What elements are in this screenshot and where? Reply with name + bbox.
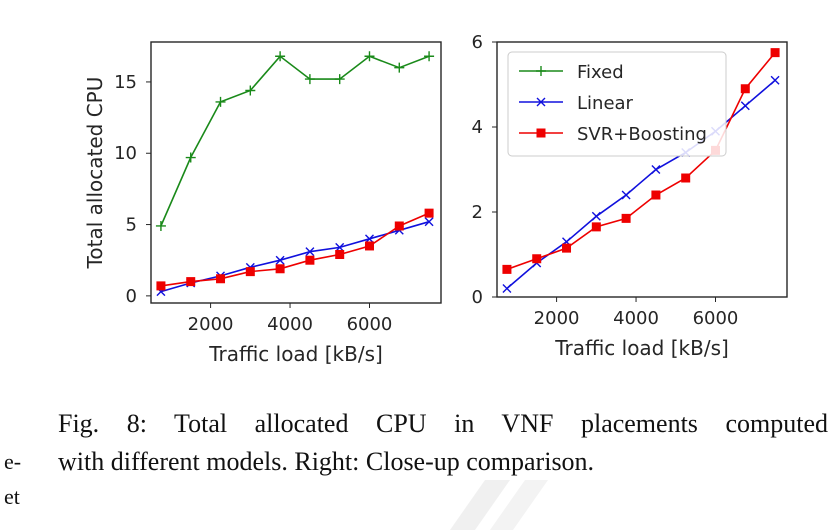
y-tick-label: 2 bbox=[472, 202, 483, 223]
data-point-svr-boosting bbox=[424, 208, 434, 218]
data-point-linear bbox=[740, 101, 750, 111]
legend-label: Fixed bbox=[577, 62, 624, 83]
data-point-svr-boosting bbox=[394, 221, 404, 231]
data-point-linear bbox=[621, 190, 631, 200]
x-tick-label: 4000 bbox=[267, 314, 313, 335]
chart-1: 2000 4000 6000 0 5 10 15 Traffic load [kB/s] Tot… bbox=[83, 41, 442, 366]
y-tick-label: 5 bbox=[126, 215, 137, 236]
x-axis-label: Traffic load [kB/s] bbox=[208, 342, 383, 366]
data-point-svr-boosting bbox=[335, 250, 345, 260]
series-group bbox=[155, 51, 435, 297]
series-line-fixed bbox=[160, 55, 430, 227]
figure-caption: Fig. 8: Total allocated CPU in VNF place… bbox=[58, 405, 828, 481]
data-point-fixed bbox=[155, 220, 166, 231]
data-point-svr-boosting bbox=[562, 243, 572, 253]
data-point-fixed bbox=[394, 62, 405, 73]
data-point-svr-boosting bbox=[621, 213, 631, 223]
x-tick-label: 2000 bbox=[188, 314, 234, 335]
data-point-fixed bbox=[185, 152, 196, 163]
data-point-linear bbox=[424, 217, 434, 227]
data-point-linear bbox=[591, 211, 601, 221]
caption-line-2: with different models. Right: Close-up c… bbox=[58, 447, 595, 476]
data-point-svr-boosting bbox=[532, 254, 542, 264]
data-point-fixed bbox=[424, 51, 435, 62]
legend-marker bbox=[536, 66, 546, 76]
data-point-svr-boosting bbox=[591, 222, 601, 232]
chart-2: 2000 4000 6000 0 2 4 6 Traffic load [kB/s] Fixed… bbox=[472, 32, 788, 360]
y-tick-label: 6 bbox=[472, 32, 483, 53]
data-point-fixed bbox=[275, 51, 286, 62]
legend: Fixed Linear SVR+Boosting bbox=[507, 51, 727, 157]
data-point-linear bbox=[275, 255, 285, 265]
data-point-svr-boosting bbox=[770, 48, 780, 58]
y-axis-label: Total allocated CPU bbox=[83, 77, 107, 270]
series-line-svr-boosting bbox=[506, 52, 776, 271]
y-tick-label: 4 bbox=[472, 117, 483, 138]
data-point-linear bbox=[770, 75, 780, 85]
data-point-linear bbox=[651, 165, 661, 174]
data-point-fixed bbox=[364, 51, 375, 62]
data-point-svr-boosting bbox=[364, 241, 374, 251]
legend-marker bbox=[536, 97, 546, 107]
data-point-svr-boosting bbox=[305, 255, 315, 265]
watermark-shape bbox=[450, 480, 548, 530]
legend-label: Linear bbox=[577, 93, 634, 114]
data-point-svr-boosting bbox=[740, 84, 750, 94]
x-tick-label: 2000 bbox=[534, 308, 580, 329]
y-tick-label: 15 bbox=[114, 72, 137, 93]
data-point-fixed bbox=[245, 85, 256, 96]
x-tick-label: 6000 bbox=[693, 308, 739, 329]
data-point-svr-boosting bbox=[186, 277, 196, 287]
x-tick-label: 6000 bbox=[347, 314, 393, 335]
y-tick-label: 0 bbox=[126, 286, 137, 307]
data-point-linear bbox=[305, 247, 315, 257]
y-tick-label: 0 bbox=[472, 287, 483, 308]
data-point-fixed bbox=[304, 74, 315, 85]
legend-entry-svr-boosting: SVR+Boosting bbox=[519, 124, 707, 145]
legend-entry-fixed: Fixed bbox=[519, 62, 624, 83]
plot-frame bbox=[150, 41, 442, 304]
x-axis-label: Traffic load [kB/s] bbox=[554, 336, 729, 360]
data-point-svr-boosting bbox=[245, 267, 255, 277]
x-tick-label: 4000 bbox=[613, 308, 659, 329]
data-point-svr-boosting bbox=[651, 190, 661, 200]
series-line-svr-boosting bbox=[160, 212, 430, 287]
legend-marker bbox=[536, 128, 546, 138]
data-point-svr-boosting bbox=[156, 281, 166, 291]
y-tick-label: 10 bbox=[114, 143, 137, 164]
data-point-fixed bbox=[215, 96, 226, 107]
legend-label: SVR+Boosting bbox=[577, 124, 707, 145]
legend-entry-linear: Linear bbox=[519, 93, 634, 114]
data-point-svr-boosting bbox=[681, 173, 691, 183]
data-point-svr-boosting bbox=[275, 264, 285, 274]
margin-fragment-2: et bbox=[4, 484, 20, 509]
plot-frame bbox=[496, 41, 788, 298]
data-point-svr-boosting bbox=[216, 274, 226, 284]
data-point-fixed bbox=[334, 74, 345, 85]
caption-line-1: Fig. 8: Total allocated CPU in VNF place… bbox=[58, 409, 828, 438]
data-point-svr-boosting bbox=[502, 264, 512, 274]
data-point-linear bbox=[502, 284, 512, 293]
figure-charts: 2000 4000 6000 0 5 10 15 Traffic load [kB/s] Tot… bbox=[83, 32, 788, 366]
margin-fragment-1: e- bbox=[4, 449, 22, 474]
legend-box bbox=[507, 51, 727, 157]
